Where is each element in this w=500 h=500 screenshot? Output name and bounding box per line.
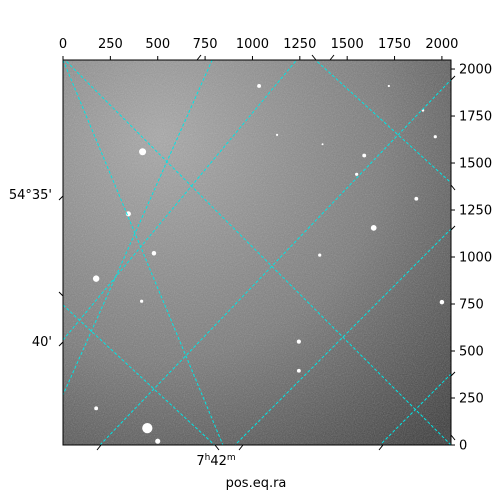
y-tick-label: 2000 <box>459 63 492 78</box>
star-point <box>296 339 301 344</box>
star-point <box>387 84 390 88</box>
ra-label-minutes: 42 <box>210 454 227 469</box>
ra-tick-mark <box>96 444 102 451</box>
y-tick-label: 1750 <box>459 110 492 125</box>
ra-tick-mark <box>214 444 220 451</box>
ra-tick-mark <box>311 54 317 61</box>
star-point <box>275 133 279 136</box>
stars-layer <box>92 84 445 444</box>
ra-label: 7h42m <box>196 453 235 469</box>
ra-grid-line <box>99 79 451 445</box>
x-tick-label: 1750 <box>378 37 411 52</box>
ra-tick-mark <box>378 444 384 451</box>
dec-tick-mark <box>450 225 456 231</box>
star-point <box>321 143 324 146</box>
dec-tick-mark <box>58 341 64 347</box>
ra-grid-line <box>63 60 298 341</box>
ra-tick-mark <box>329 54 335 61</box>
y-tick-label: 750 <box>459 298 484 313</box>
dec-label-54-35: 54°35' <box>9 188 52 203</box>
ra-grid-line <box>379 373 451 445</box>
coordinate-grid-extra <box>64 60 451 445</box>
star-point <box>92 275 100 282</box>
star-point <box>362 153 367 158</box>
y-tick-label: 1000 <box>459 251 492 266</box>
x-tick-label: 2000 <box>425 37 458 52</box>
star-point <box>439 299 445 305</box>
x-tick-label: 0 <box>59 37 67 52</box>
star-point <box>296 368 301 373</box>
star-point <box>370 224 377 231</box>
ra-grid-line <box>234 228 451 445</box>
dec-grid-line <box>314 60 451 184</box>
ra-label-h-sup: h <box>205 453 211 463</box>
dec-tick-mark <box>450 371 456 377</box>
dec-grid-line <box>64 60 451 445</box>
dec-tick-mark <box>58 195 64 201</box>
star-point <box>139 148 147 156</box>
plot-frame <box>62 59 452 446</box>
star-point <box>155 438 161 444</box>
star-point <box>94 406 99 411</box>
star-point <box>355 172 359 176</box>
star-point <box>433 135 437 139</box>
dec-grid-line <box>63 304 216 445</box>
x-axis-top: 0 250 500 750 1000 1250 1500 1750 2000 <box>59 37 458 60</box>
star-point <box>140 299 144 303</box>
star-point <box>257 84 262 88</box>
world-coordinate-ticks <box>58 54 456 451</box>
x-tick-label: 500 <box>145 37 170 52</box>
dec-tick-mark <box>58 291 64 297</box>
star-point <box>318 253 322 257</box>
ra-tick-mark <box>238 444 244 451</box>
dec-tick-mark <box>450 434 456 441</box>
star-point <box>414 196 419 201</box>
y-tick-label: 500 <box>459 345 484 360</box>
y-tick-label: 0 <box>459 439 467 454</box>
ra-tick-mark <box>196 54 202 61</box>
dec-grid-line <box>63 60 224 445</box>
star-point <box>151 251 157 256</box>
x-tick-label: 1000 <box>236 37 269 52</box>
x-tick-label: 250 <box>98 37 123 52</box>
dec-tick-mark <box>450 184 456 191</box>
ra-label-m-sup: m <box>227 453 236 463</box>
y-axis-right: 0 250 500 750 1000 1250 1500 1750 2000 <box>451 63 492 454</box>
y-tick-label: 1250 <box>459 204 492 219</box>
x-tick-label: 1250 <box>283 37 316 52</box>
y-tick-label: 250 <box>459 392 484 407</box>
x-tick-label: 1500 <box>331 37 364 52</box>
star-point <box>142 422 153 434</box>
ra-label-hours: 7 <box>196 454 204 469</box>
y-tick-label: 1500 <box>459 157 492 172</box>
dec-label-40: 40' <box>32 335 52 350</box>
dec-tick-mark <box>450 75 456 81</box>
x-axis-label: pos.eq.ra <box>226 476 287 491</box>
x-tick-label: 750 <box>193 37 218 52</box>
